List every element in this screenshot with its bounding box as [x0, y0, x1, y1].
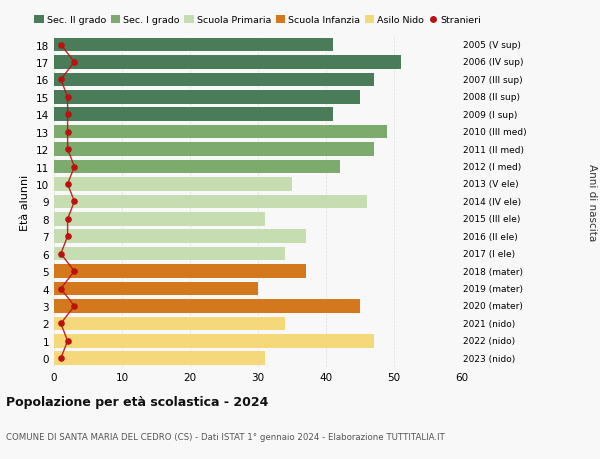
Point — [70, 59, 79, 67]
Text: 2008 (II sup): 2008 (II sup) — [463, 93, 520, 102]
Bar — [54, 39, 333, 52]
Text: 2016 (II ele): 2016 (II ele) — [463, 232, 517, 241]
Text: 2018 (mater): 2018 (mater) — [463, 267, 523, 276]
Bar — [54, 213, 265, 226]
Bar — [54, 352, 265, 365]
Text: 2019 (mater): 2019 (mater) — [463, 285, 523, 293]
Text: 2021 (nido): 2021 (nido) — [463, 319, 515, 328]
Point — [56, 355, 65, 362]
Bar — [54, 56, 401, 70]
Text: 2017 (I ele): 2017 (I ele) — [463, 250, 515, 258]
Point — [63, 337, 73, 345]
Bar — [54, 73, 374, 87]
Point — [63, 94, 73, 101]
Point — [63, 112, 73, 119]
Point — [63, 181, 73, 188]
Bar — [54, 126, 387, 139]
Text: Anni di nascita: Anni di nascita — [587, 163, 597, 241]
Text: 2010 (III med): 2010 (III med) — [463, 128, 526, 137]
Point — [56, 77, 65, 84]
Text: COMUNE DI SANTA MARIA DEL CEDRO (CS) - Dati ISTAT 1° gennaio 2024 - Elaborazione: COMUNE DI SANTA MARIA DEL CEDRO (CS) - D… — [6, 431, 445, 441]
Point — [63, 146, 73, 153]
Text: 2007 (III sup): 2007 (III sup) — [463, 76, 522, 85]
Bar — [54, 143, 374, 157]
Bar — [54, 230, 305, 244]
Point — [56, 285, 65, 292]
Point — [70, 163, 79, 171]
Point — [70, 198, 79, 206]
Text: 2015 (III ele): 2015 (III ele) — [463, 215, 520, 224]
Bar — [54, 247, 285, 261]
Bar — [54, 108, 333, 122]
Point — [56, 251, 65, 258]
Point — [63, 216, 73, 223]
Text: 2022 (nido): 2022 (nido) — [463, 336, 515, 346]
Text: 2005 (V sup): 2005 (V sup) — [463, 41, 520, 50]
Bar — [54, 334, 374, 348]
Bar — [54, 265, 305, 278]
Bar — [54, 300, 360, 313]
Bar — [54, 91, 360, 104]
Point — [63, 129, 73, 136]
Bar — [54, 178, 292, 191]
Text: 2023 (nido): 2023 (nido) — [463, 354, 515, 363]
Point — [56, 42, 65, 49]
Point — [63, 233, 73, 241]
Bar — [54, 317, 285, 330]
Bar — [54, 195, 367, 209]
Text: 2006 (IV sup): 2006 (IV sup) — [463, 58, 523, 67]
Text: 2011 (II med): 2011 (II med) — [463, 146, 524, 154]
Text: 2014 (IV ele): 2014 (IV ele) — [463, 197, 521, 207]
Point — [70, 302, 79, 310]
Text: 2009 (I sup): 2009 (I sup) — [463, 111, 517, 119]
Bar — [54, 160, 340, 174]
Text: 2012 (I med): 2012 (I med) — [463, 162, 521, 172]
Y-axis label: Età alunni: Età alunni — [20, 174, 31, 230]
Bar — [54, 282, 258, 296]
Legend: Sec. II grado, Sec. I grado, Scuola Primaria, Scuola Infanzia, Asilo Nido, Stran: Sec. II grado, Sec. I grado, Scuola Prim… — [34, 16, 482, 25]
Text: 2020 (mater): 2020 (mater) — [463, 302, 523, 311]
Text: 2013 (V ele): 2013 (V ele) — [463, 180, 518, 189]
Point — [56, 320, 65, 327]
Point — [70, 268, 79, 275]
Text: Popolazione per età scolastica - 2024: Popolazione per età scolastica - 2024 — [6, 396, 268, 409]
